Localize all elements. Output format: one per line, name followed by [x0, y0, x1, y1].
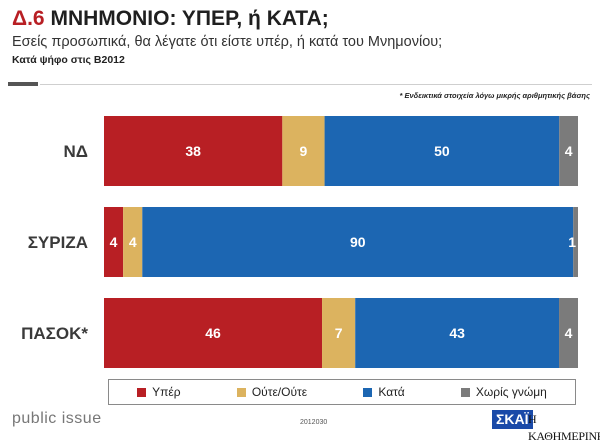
title-number: Δ.6 — [12, 7, 45, 30]
legend-item: Ούτε/Ούτε — [236, 385, 308, 399]
legend-swatch — [363, 387, 373, 397]
data-label: 4 — [565, 143, 573, 159]
legend-item: Υπέρ — [137, 385, 181, 399]
bar-segment — [559, 298, 578, 368]
chart-subtitle: Εσείς προσωπικά, θα λέγατε ότι είστε υπέ… — [12, 34, 443, 50]
bar-segment — [324, 116, 560, 186]
footnote: * Ενδεικτικά στοιχεία λόγω μικρής αριθμη… — [399, 91, 591, 100]
survey-code: 2012030 — [300, 419, 328, 426]
data-label: 4 — [110, 234, 118, 250]
bar-segment — [322, 298, 356, 368]
category-label: ΝΔ — [64, 142, 89, 161]
data-label: 90 — [350, 234, 366, 250]
title-text: ΜΝΗΜΟΝΙΟ: ΥΠΕΡ, ή ΚΑΤΑ; — [50, 7, 329, 30]
data-label: 7 — [335, 325, 343, 341]
kathimerini-logo: Η ΚΑΘΗΜΕΡΙΝΗ — [528, 412, 600, 443]
data-label: 1 — [568, 234, 576, 250]
skai-logo: ΣΚΑΪ — [492, 410, 533, 429]
bar-segment — [104, 298, 323, 368]
chart-base-label: Κατά ψήφο στις Β2012 — [12, 54, 125, 66]
bar-segment — [559, 116, 578, 186]
legend-swatch — [460, 387, 470, 397]
data-label: 43 — [449, 325, 465, 341]
bar-segment — [104, 116, 283, 186]
legend-label: Υπέρ — [152, 385, 181, 399]
bar-segment — [355, 298, 560, 368]
legend-item: Χωρίς γνώμη — [460, 385, 547, 399]
public-issue-logo: public issue — [12, 410, 102, 427]
data-label: 38 — [185, 143, 201, 159]
chart-legend: Υπέρ Ούτε/Ούτε Κατά Χωρίς γνώμη — [108, 379, 576, 405]
legend-item: Κατά — [363, 385, 405, 399]
chart-title: Δ.6 ΜΝΗΜΟΝΙΟ: ΥΠΕΡ, ή ΚΑΤΑ; — [12, 6, 590, 32]
bar-segment — [573, 207, 578, 277]
bar-segment — [282, 116, 325, 186]
data-label: 46 — [205, 325, 221, 341]
data-label: 4 — [565, 325, 573, 341]
bar-segment — [142, 207, 574, 277]
legend-label: Χωρίς γνώμη — [475, 385, 547, 399]
legend-swatch — [137, 387, 147, 397]
bar-segment — [123, 207, 143, 277]
header-rule-accent — [8, 82, 38, 86]
bar-segment — [104, 207, 124, 277]
legend-label: Ούτε/Ούτε — [251, 385, 308, 399]
category-label: ΣΥΡΙΖΑ — [28, 233, 88, 252]
legend-swatch — [236, 387, 246, 397]
category-label: ΠΑΣΟΚ* — [21, 324, 88, 343]
header-rule — [40, 84, 592, 85]
data-label: 4 — [129, 234, 137, 250]
chart-header: Δ.6 ΜΝΗΜΟΝΙΟ: ΥΠΕΡ, ή ΚΑΤΑ; Εσείς προσωπ… — [12, 6, 590, 66]
legend-label: Κατά — [378, 385, 405, 399]
data-label: 50 — [434, 143, 450, 159]
data-label: 9 — [300, 143, 308, 159]
